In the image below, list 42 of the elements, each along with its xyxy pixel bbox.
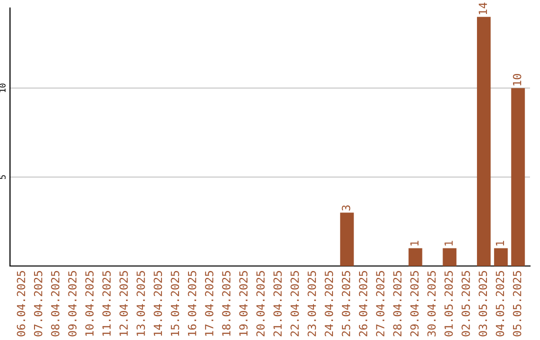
bar [494, 248, 508, 266]
bar [408, 248, 422, 266]
x-tick-label: 26.04.2025 [358, 271, 368, 336]
bar [476, 16, 491, 266]
x-tick-label: 29.04.2025 [410, 271, 419, 336]
x-tick-label: 01.05.2025 [444, 271, 453, 336]
x-tick-label: 10.04.2025 [85, 271, 94, 336]
x-tick-label: 07.04.2025 [34, 271, 42, 336]
x-tick-label: 05.05.2025 [512, 271, 522, 336]
x-tick-label: 17.04.2025 [204, 271, 214, 336]
x-tick-label: 23.04.2025 [308, 271, 316, 336]
x-tick-label: 02.05.2025 [462, 271, 470, 336]
x-tick-label: 19.04.2025 [239, 271, 248, 336]
x-tick-label: 08.04.2025 [51, 271, 60, 336]
x-tick-label: 11.04.2025 [102, 271, 111, 336]
bar [511, 88, 525, 266]
x-tick-label: 24.04.2025 [324, 271, 334, 336]
x-tick-label: 22.04.2025 [290, 271, 299, 336]
data-label: 1 [444, 240, 453, 246]
x-tick-label: 20.04.2025 [256, 271, 265, 336]
x-tick-label: 21.04.2025 [273, 271, 282, 336]
x-tick-label: 04.05.2025 [496, 271, 504, 336]
x-tick-label: 27.04.2025 [376, 271, 384, 336]
x-tick-label: 13.04.2025 [136, 271, 145, 336]
x-tick-label: 28.04.2025 [393, 271, 402, 336]
x-tick-label: 09.04.2025 [68, 271, 77, 336]
x-tick-label: 12.04.2025 [119, 271, 128, 336]
data-label: 10 [512, 74, 522, 86]
x-tick-label: 25.04.2025 [342, 271, 350, 336]
bar [442, 248, 456, 266]
data-label: 14 [478, 2, 487, 14]
data-label: 1 [410, 240, 418, 246]
x-tick-label: 16.04.2025 [188, 271, 196, 336]
x-tick-label: 18.04.2025 [222, 271, 230, 336]
x-tick-label: 15.04.2025 [170, 271, 180, 336]
x-tick-label: 30.04.2025 [427, 271, 436, 336]
x-tick-label: 14.04.2025 [154, 271, 162, 336]
data-label: 3 [342, 205, 350, 210]
bar [340, 212, 354, 266]
data-label: 1 [496, 240, 504, 246]
x-tick-label: 06.04.2025 [16, 271, 26, 336]
x-tick-label: 03.05.2025 [478, 271, 488, 336]
